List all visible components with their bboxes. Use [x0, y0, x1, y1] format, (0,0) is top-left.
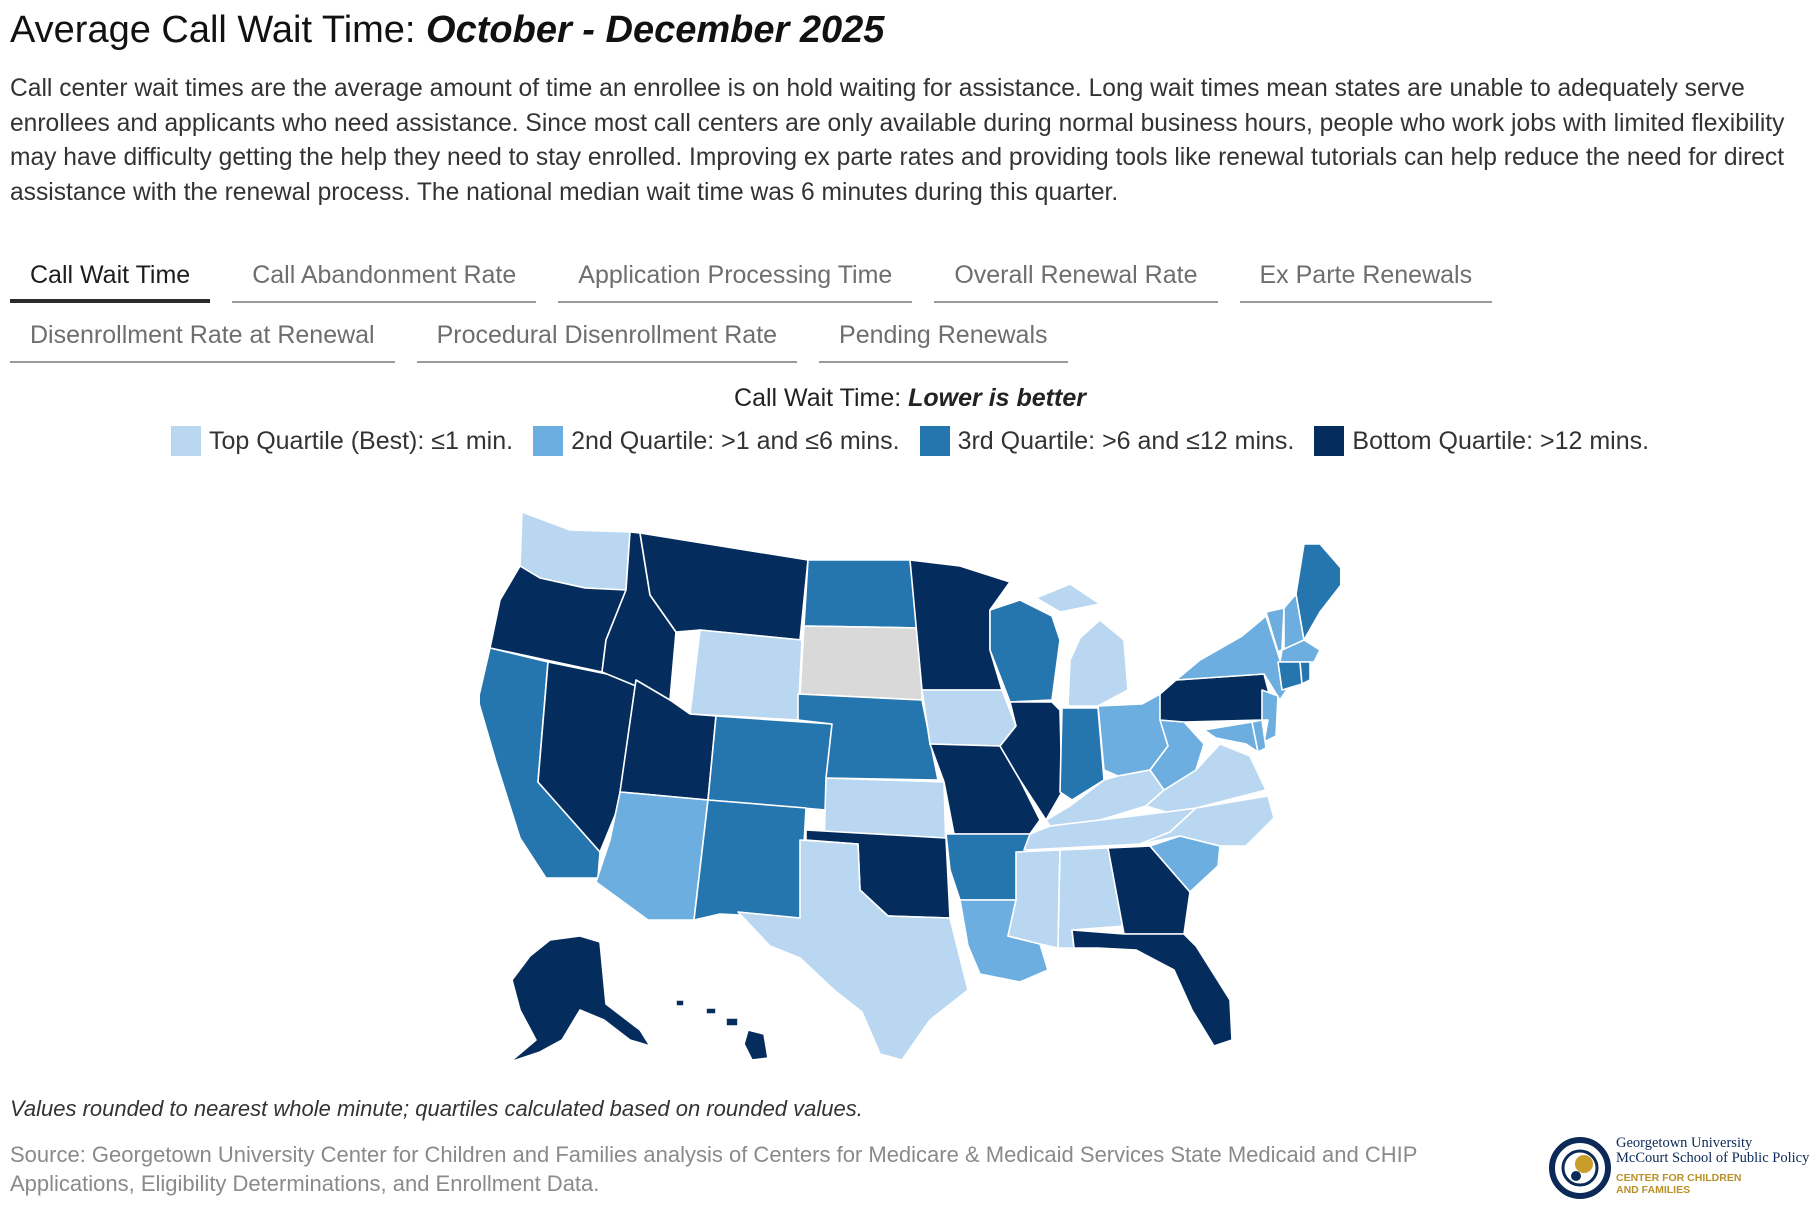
- legend-title: Call Wait Time: Lower is better: [0, 384, 1820, 413]
- legend-label-q2: 2nd Quartile: >1 and ≤6 mins.: [571, 426, 900, 455]
- state-nc[interactable]: [1139, 795, 1275, 847]
- legend-swatch-q1: [170, 426, 201, 456]
- legend-title-main: Call Wait Time:: [734, 384, 909, 412]
- legend-item-2nd-quartile: 2nd Quartile: >1 and ≤6 mins.: [533, 426, 900, 456]
- logo-subtitle: CENTER FOR CHILDREN AND FAMILIES: [1616, 1172, 1776, 1196]
- state-ak[interactable]: [510, 935, 651, 1060]
- state-mi[interactable]: [1035, 583, 1129, 707]
- source-citation: Source: Georgetown University Center for…: [10, 1142, 1417, 1196]
- legend-label-q3: 3rd Quartile: >6 and ≤12 mins.: [957, 426, 1295, 455]
- legend-swatch-q2: [533, 426, 564, 456]
- tab-ex-parte-renewals[interactable]: Ex Parte Renewals: [1239, 253, 1493, 303]
- state-wy[interactable]: [689, 629, 803, 721]
- logo-line-1: Georgetown University: [1616, 1135, 1753, 1151]
- legend-item-top-quartile: Top Quartile (Best): ≤1 min.: [170, 426, 514, 456]
- tab-pending-renewals[interactable]: Pending Renewals: [819, 313, 1068, 363]
- state-de[interactable]: [1251, 719, 1267, 753]
- legend-label-q4: Bottom Quartile: >12 mins.: [1352, 426, 1650, 455]
- tab-call-abandonment-rate[interactable]: Call Abandonment Rate: [232, 253, 537, 303]
- legend-swatch-q4: [1314, 426, 1345, 456]
- legend-title-emphasis: Lower is better: [908, 384, 1086, 412]
- state-wv[interactable]: [1149, 719, 1205, 791]
- legend-item-bottom-quartile: Bottom Quartile: >12 mins.: [1314, 426, 1649, 456]
- state-pa[interactable]: [1159, 673, 1275, 723]
- state-ga[interactable]: [1107, 845, 1191, 935]
- legend: Top Quartile (Best): ≤1 min. 2nd Quartil…: [0, 426, 1820, 456]
- state-ms[interactable]: [1007, 849, 1061, 949]
- state-in[interactable]: [1059, 707, 1105, 801]
- legend-item-3rd-quartile: 3rd Quartile: >6 and ≤12 mins.: [919, 426, 1295, 456]
- state-nm[interactable]: [693, 799, 807, 921]
- tab-application-processing-time[interactable]: Application Processing Time: [558, 253, 913, 303]
- metric-tabs: Call Wait Time Call Abandonment Rate App…: [10, 253, 1810, 373]
- title-main: Average Call Wait Time:: [10, 9, 427, 51]
- state-tx[interactable]: [737, 839, 969, 1060]
- state-sd[interactable]: [799, 625, 923, 701]
- tab-row-2: Disenrollment Rate at Renewal Procedural…: [10, 313, 1810, 363]
- intro-paragraph: Call center wait times are the average a…: [10, 75, 1785, 206]
- tab-disenrollment-rate-at-renewal[interactable]: Disenrollment Rate at Renewal: [10, 313, 395, 363]
- tab-call-wait-time[interactable]: Call Wait Time: [10, 253, 211, 303]
- state-ma[interactable]: [1279, 639, 1321, 663]
- legend-label-q1: Top Quartile (Best): ≤1 min.: [208, 426, 514, 455]
- state-ri[interactable]: [1299, 661, 1311, 685]
- logo-wordmark: Georgetown University McCourt School of …: [1616, 1136, 1809, 1166]
- state-nd[interactable]: [803, 559, 921, 629]
- georgetown-ccf-logo: Georgetown University McCourt School of …: [1548, 1136, 1816, 1204]
- state-ia[interactable]: [921, 689, 1017, 747]
- footnote: Values rounded to nearest whole minute; …: [10, 1096, 863, 1121]
- tab-procedural-disenrollment-rate[interactable]: Procedural Disenrollment Rate: [416, 313, 798, 363]
- page-title: Average Call Wait Time: October - Decemb…: [10, 4, 884, 56]
- legend-swatch-q3: [919, 426, 950, 456]
- state-ct[interactable]: [1277, 661, 1303, 691]
- state-md[interactable]: [1203, 721, 1259, 753]
- title-period: October - December 2025: [426, 9, 885, 51]
- seal-icon: [1549, 1137, 1611, 1199]
- state-me[interactable]: [1295, 543, 1340, 641]
- state-co[interactable]: [707, 715, 833, 811]
- state-wi[interactable]: [989, 599, 1061, 703]
- tab-overall-renewal-rate[interactable]: Overall Renewal Rate: [934, 253, 1218, 303]
- logo-line-2: McCourt School of Public Policy: [1616, 1150, 1810, 1166]
- us-choropleth-map: [480, 511, 1340, 1060]
- state-fl[interactable]: [1071, 929, 1233, 1047]
- state-hi[interactable]: [675, 999, 769, 1060]
- logo-line-4: AND FAMILIES: [1616, 1184, 1691, 1196]
- tab-row-1: Call Wait Time Call Abandonment Rate App…: [10, 253, 1810, 303]
- logo-line-3: CENTER FOR CHILDREN: [1616, 1172, 1742, 1184]
